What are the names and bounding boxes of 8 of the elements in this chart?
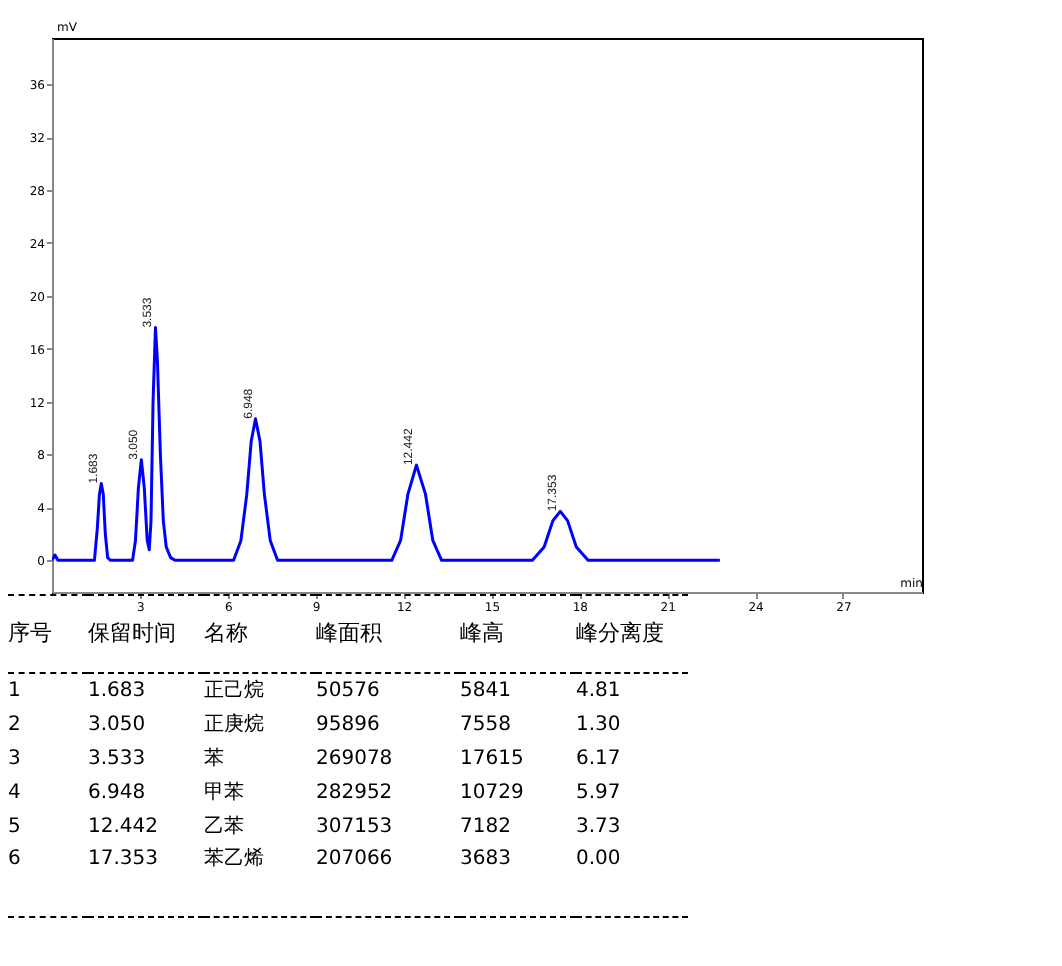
- text: 5 12.442 乙苯 307153 7182 3.73: [8, 815, 621, 837]
- text: 序号 保留时间 名称 峰面积 峰高 峰分离度: [8, 620, 664, 646]
- text: 2 3.050 正庚烷 95896 7558 1.30: [8, 713, 621, 735]
- text: 4 6.948 甲苯 282952 10729 5.97: [8, 781, 621, 803]
- text: 6 17.353 苯乙烯 207066 3683 0.00: [8, 848, 621, 870]
- text: 3 3.533 苯 269078 17615 6.17: [8, 747, 621, 769]
- line-series: [52, 326, 722, 562]
- text: 1 1.683 正己烷 50576 5841 4.81: [8, 679, 621, 701]
